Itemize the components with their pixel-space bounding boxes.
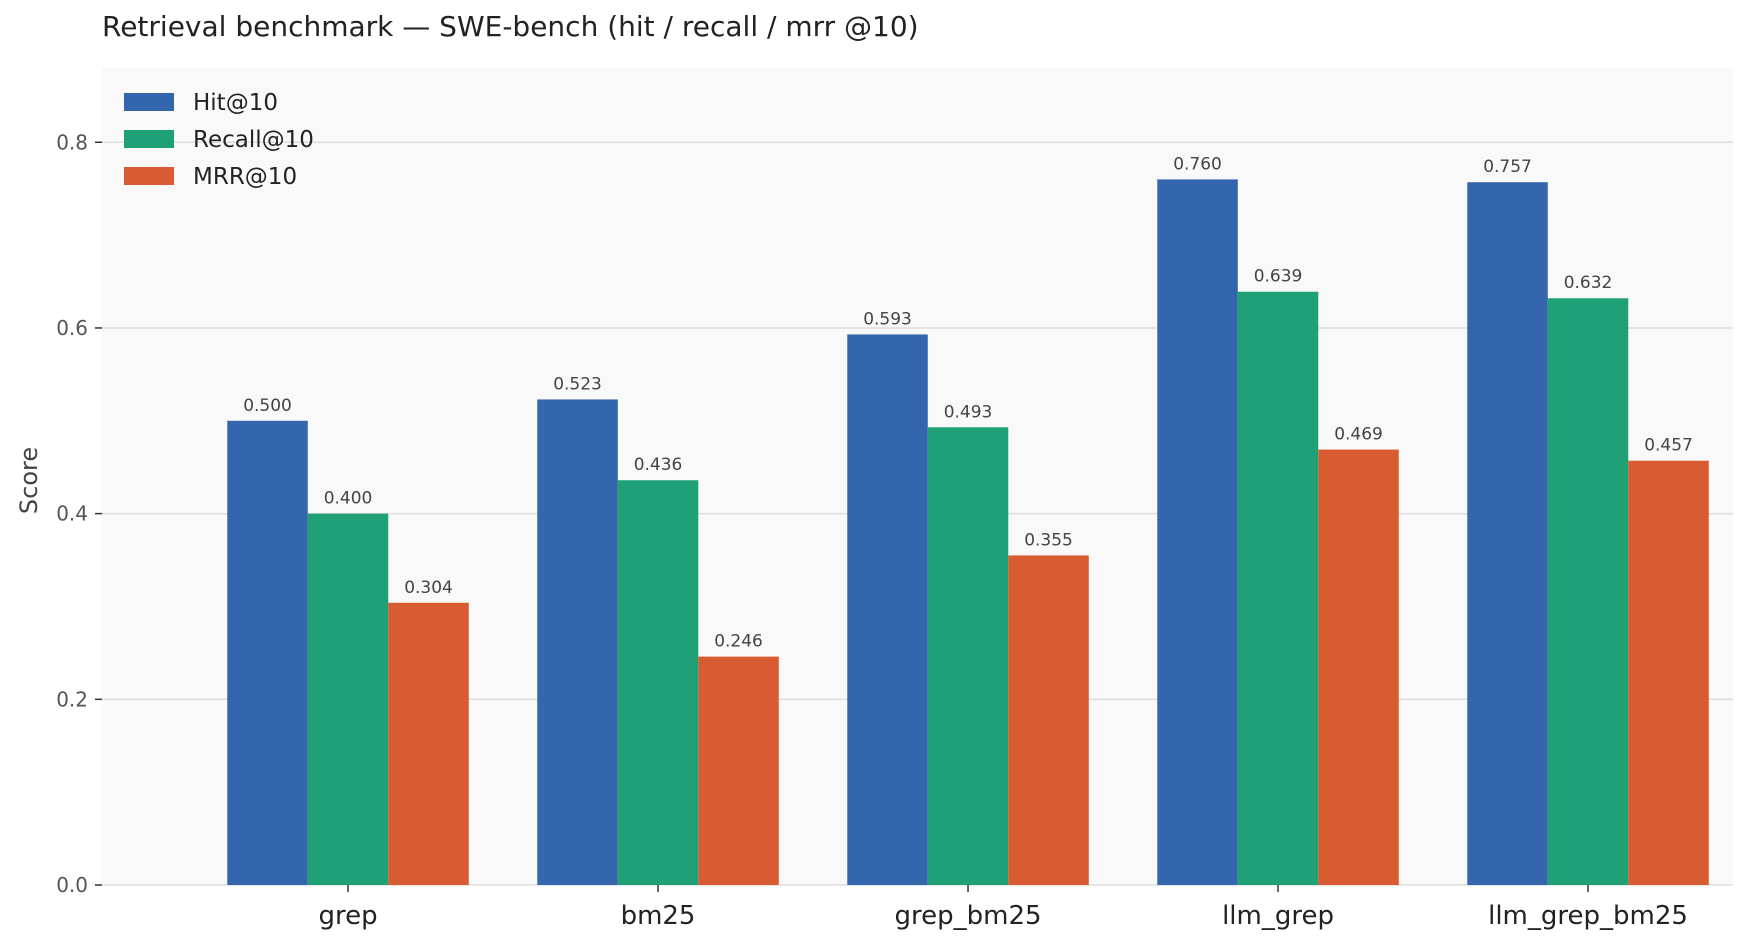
x-tick-label: llm_grep_bm25 (1488, 901, 1688, 931)
y-tick-label: 0.0 (56, 873, 88, 897)
x-axis: grep bm25 grep_bm25 llm_grep llm_grep_bm25 (318, 885, 1688, 931)
y-tick-label: 0.2 (56, 687, 88, 711)
bar-hit10-llm_grep_bm25 (1467, 182, 1548, 885)
data-label: 0.500 (243, 396, 292, 416)
bar-mrr10-llm_grep_bm25 (1628, 460, 1709, 885)
chart-title: Retrieval benchmark — SWE-bench (hit / r… (102, 10, 919, 43)
bar-recall10-llm_grep_bm25 (1547, 298, 1629, 885)
data-label: 0.632 (1564, 273, 1613, 293)
legend-label: MRR@10 (193, 164, 297, 190)
bar-recall10-grep (307, 513, 389, 885)
legend: Hit@10 Recall@10 MRR@10 (124, 90, 314, 190)
data-label: 0.523 (553, 374, 602, 394)
data-label: 0.760 (1173, 154, 1222, 174)
x-tick-label: grep (318, 901, 377, 931)
data-label: 0.400 (324, 489, 373, 509)
data-label: 0.304 (404, 578, 453, 598)
data-label: 0.593 (863, 309, 912, 329)
bar-hit10-grep (227, 420, 308, 885)
data-label: 0.639 (1254, 267, 1303, 287)
bar-mrr10-grep (388, 602, 469, 885)
data-label: 0.469 (1334, 425, 1383, 445)
data-labels: 0.500 0.400 0.304 0.523 0.436 0.246 0.593 0.493… (243, 154, 1693, 651)
data-label: 0.457 (1644, 436, 1693, 456)
legend-swatch (124, 93, 174, 111)
bar-recall10-bm25 (617, 480, 699, 885)
data-label: 0.493 (944, 402, 993, 422)
x-tick-label: bm25 (621, 901, 696, 931)
data-label: 0.436 (634, 455, 683, 475)
x-tick-label: llm_grep (1222, 901, 1334, 931)
legend-swatch (124, 130, 174, 148)
legend-label: Recall@10 (193, 127, 314, 153)
y-axis: 0.0 0.2 0.4 0.6 0.8 (56, 130, 102, 897)
data-label: 0.355 (1024, 530, 1073, 550)
bars (227, 179, 1709, 886)
bar-mrr10-grep_bm25 (1008, 555, 1089, 885)
bar-hit10-bm25 (537, 399, 618, 885)
y-axis-title: Score (15, 447, 43, 514)
bar-hit10-grep_bm25 (847, 334, 928, 886)
legend-swatch (124, 167, 174, 185)
x-tick-label: grep_bm25 (895, 901, 1042, 931)
bar-recall10-grep_bm25 (927, 427, 1009, 885)
bar-mrr10-bm25 (698, 656, 779, 885)
y-tick-label: 0.8 (56, 130, 88, 154)
bar-hit10-llm_grep (1157, 179, 1238, 886)
bar-mrr10-llm_grep (1318, 449, 1399, 885)
y-tick-label: 0.4 (56, 502, 88, 526)
legend-label: Hit@10 (193, 90, 278, 116)
bar-recall10-llm_grep (1237, 291, 1319, 885)
y-tick-label: 0.6 (56, 316, 88, 340)
data-label: 0.757 (1483, 157, 1532, 177)
data-label: 0.246 (714, 632, 763, 652)
